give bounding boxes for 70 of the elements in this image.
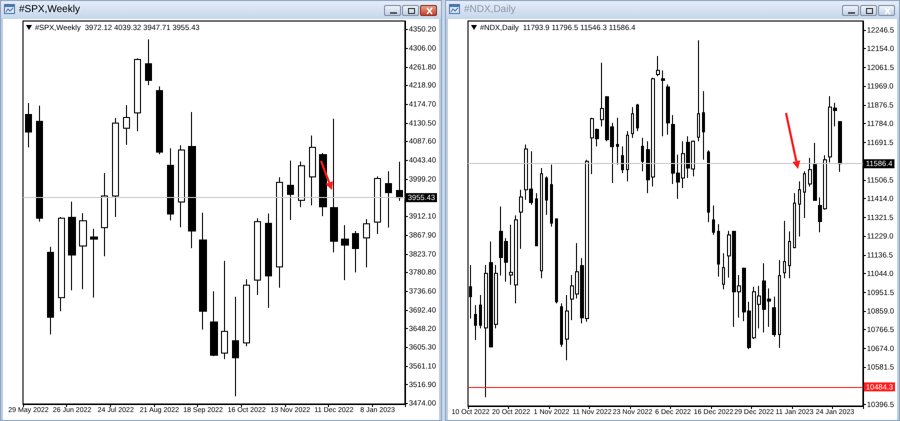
candlestick (145, 38, 152, 86)
candlestick (565, 294, 569, 361)
candlestick (519, 189, 523, 250)
candlestick (134, 58, 141, 132)
candlestick (254, 218, 261, 296)
candlestick (560, 302, 563, 348)
candlestick (717, 224, 720, 278)
candlestick (396, 161, 403, 202)
candlestick (309, 134, 316, 206)
candlestick (550, 164, 553, 228)
candlestick (156, 86, 163, 155)
candlestick (838, 120, 842, 172)
candlestick (666, 84, 670, 136)
candlestick (36, 105, 43, 222)
candlestick (707, 150, 710, 223)
candlestick (555, 218, 558, 304)
candlestick (330, 118, 338, 253)
candlestick (79, 212, 87, 290)
candlestick (101, 172, 108, 257)
candlestick (788, 230, 791, 279)
candlestick (276, 176, 283, 288)
candlestick (243, 278, 250, 347)
candlestick (798, 180, 801, 237)
chart-title: #NDX,Daily (464, 4, 516, 15)
candlestick (265, 213, 272, 308)
candlestick (25, 102, 32, 148)
candlestick (772, 296, 776, 338)
candlestick (112, 117, 119, 218)
candlestick (58, 216, 65, 312)
candlestick (656, 56, 660, 77)
candlestick (661, 70, 665, 137)
candlestick (636, 103, 639, 132)
chart-title: #SPX,Weekly (19, 4, 80, 15)
candlestick (697, 40, 700, 142)
candlestick (90, 228, 98, 298)
candlestick (47, 246, 54, 335)
candlestick (641, 137, 644, 172)
candlestick (221, 260, 228, 360)
candlestick (178, 144, 185, 228)
candlestick (363, 218, 370, 268)
candlestick (702, 90, 705, 160)
candlestick (479, 294, 482, 329)
candlestick (540, 168, 543, 279)
candlestick (68, 201, 76, 291)
candlestick (167, 148, 174, 221)
candlestick (722, 252, 725, 290)
candlestick (545, 176, 548, 216)
candlestick (298, 160, 305, 208)
candlestick (783, 220, 786, 279)
candlestick (352, 230, 359, 273)
candlestick (232, 296, 239, 397)
candlestick (474, 304, 477, 341)
candlestick (374, 176, 381, 235)
candlestick (631, 106, 634, 138)
candlestick (712, 205, 715, 236)
candlestick (199, 212, 207, 330)
candlestick (616, 117, 619, 166)
candlestick (123, 104, 130, 146)
candlestick (341, 224, 349, 281)
candlestick (535, 192, 538, 246)
candlestick (621, 146, 624, 174)
candlestick (793, 192, 796, 249)
candlestick (803, 170, 806, 219)
candlestick (626, 130, 629, 182)
candlestick (319, 152, 327, 217)
candlestick (210, 290, 218, 357)
candlestick (188, 111, 196, 249)
candlestick (385, 170, 392, 228)
candlestick (287, 160, 294, 220)
candlestick (778, 259, 781, 348)
